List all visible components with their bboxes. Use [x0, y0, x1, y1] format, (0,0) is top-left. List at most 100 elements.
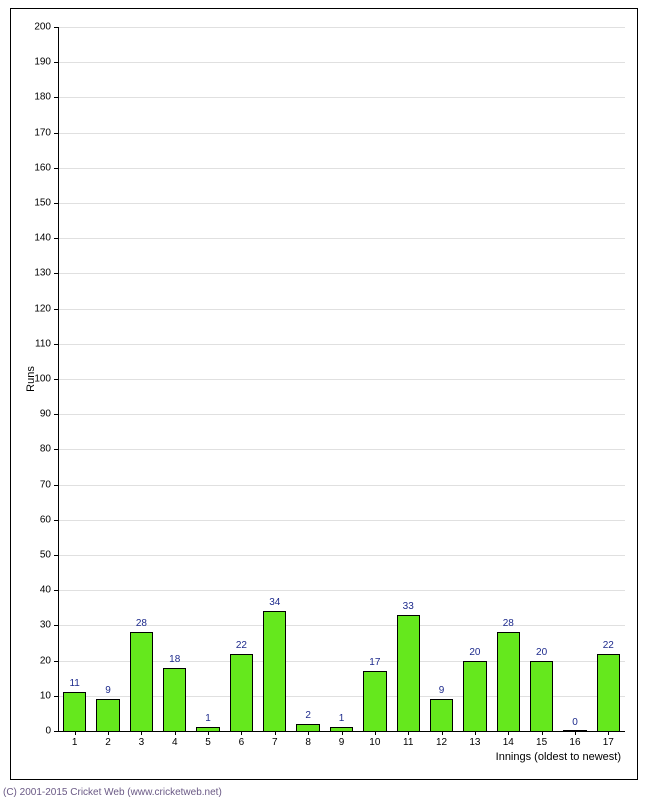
- y-tick-label: 110: [11, 338, 51, 349]
- bar: [130, 632, 153, 731]
- gridline: [58, 520, 625, 521]
- gridline: [58, 485, 625, 486]
- y-tick-label: 170: [11, 127, 51, 138]
- x-tick-mark: [275, 731, 276, 735]
- y-tick-label: 10: [11, 690, 51, 701]
- x-axis-title: Innings (oldest to newest): [496, 751, 621, 763]
- x-tick-label: 17: [603, 737, 614, 748]
- bar: [163, 668, 186, 731]
- y-tick-label: 120: [11, 303, 51, 314]
- bar: [497, 632, 520, 731]
- bar: [597, 654, 620, 731]
- x-tick-mark: [608, 731, 609, 735]
- gridline: [58, 344, 625, 345]
- y-axis-title: Runs: [25, 366, 37, 392]
- y-axis-line: [58, 27, 59, 731]
- bar-value-label: 22: [236, 640, 247, 651]
- x-tick-mark: [408, 731, 409, 735]
- x-tick-label: 16: [569, 737, 580, 748]
- x-tick-mark: [375, 731, 376, 735]
- y-tick-label: 70: [11, 479, 51, 490]
- bar-value-label: 0: [572, 717, 578, 728]
- bar: [230, 654, 253, 731]
- x-tick-label: 2: [105, 737, 111, 748]
- gridline: [58, 62, 625, 63]
- bar: [296, 724, 319, 731]
- gridline: [58, 203, 625, 204]
- x-tick-label: 1: [72, 737, 78, 748]
- bar-value-label: 9: [439, 685, 445, 696]
- y-tick-label: 0: [11, 726, 51, 737]
- gridline: [58, 309, 625, 310]
- x-tick-mark: [575, 731, 576, 735]
- bar: [96, 699, 119, 731]
- x-tick-label: 13: [469, 737, 480, 748]
- y-tick-label: 190: [11, 57, 51, 68]
- y-tick-label: 150: [11, 198, 51, 209]
- y-tick-label: 20: [11, 655, 51, 666]
- gridline: [58, 27, 625, 28]
- bar: [63, 692, 86, 731]
- gridline: [58, 449, 625, 450]
- x-tick-label: 3: [139, 737, 145, 748]
- gridline: [58, 379, 625, 380]
- bar-value-label: 1: [205, 713, 211, 724]
- gridline: [58, 238, 625, 239]
- bar: [263, 611, 286, 731]
- gridline: [58, 590, 625, 591]
- bar-value-label: 28: [503, 618, 514, 629]
- x-tick-mark: [175, 731, 176, 735]
- bar-value-label: 17: [369, 657, 380, 668]
- bar-value-label: 9: [105, 685, 111, 696]
- x-tick-mark: [342, 731, 343, 735]
- bar-value-label: 34: [269, 597, 280, 608]
- x-tick-mark: [141, 731, 142, 735]
- x-tick-label: 15: [536, 737, 547, 748]
- y-tick-label: 200: [11, 22, 51, 33]
- bar-value-label: 20: [469, 647, 480, 658]
- chart-frame: 1192818122342117339202820022010203040506…: [10, 8, 638, 780]
- x-tick-label: 8: [305, 737, 311, 748]
- x-tick-mark: [208, 731, 209, 735]
- x-tick-mark: [442, 731, 443, 735]
- x-tick-label: 7: [272, 737, 278, 748]
- bar: [530, 661, 553, 731]
- y-tick-label: 60: [11, 514, 51, 525]
- x-tick-label: 5: [205, 737, 211, 748]
- y-tick-label: 40: [11, 585, 51, 596]
- bar-value-label: 2: [305, 710, 311, 721]
- x-tick-label: 12: [436, 737, 447, 748]
- bar: [463, 661, 486, 731]
- y-tick-label: 130: [11, 268, 51, 279]
- x-tick-label: 14: [503, 737, 514, 748]
- bar-value-label: 33: [403, 601, 414, 612]
- y-tick-label: 180: [11, 92, 51, 103]
- y-tick-label: 30: [11, 620, 51, 631]
- x-tick-mark: [542, 731, 543, 735]
- gridline: [58, 273, 625, 274]
- x-tick-mark: [108, 731, 109, 735]
- x-tick-mark: [508, 731, 509, 735]
- bar-value-label: 11: [69, 678, 79, 689]
- bar: [430, 699, 453, 731]
- y-tick-label: 90: [11, 409, 51, 420]
- gridline: [58, 555, 625, 556]
- x-tick-mark: [475, 731, 476, 735]
- gridline: [58, 133, 625, 134]
- plot-area: 1192818122342117339202820022: [58, 27, 625, 731]
- bar-value-label: 18: [169, 654, 180, 665]
- x-tick-mark: [241, 731, 242, 735]
- copyright-text: (C) 2001-2015 Cricket Web (www.cricketwe…: [3, 787, 222, 798]
- bar-value-label: 22: [603, 640, 614, 651]
- y-tick-label: 80: [11, 444, 51, 455]
- x-tick-mark: [75, 731, 76, 735]
- bar-value-label: 28: [136, 618, 147, 629]
- bar: [363, 671, 386, 731]
- x-tick-label: 11: [403, 737, 413, 748]
- x-tick-label: 4: [172, 737, 178, 748]
- page: 1192818122342117339202820022010203040506…: [0, 0, 650, 800]
- x-tick-label: 6: [239, 737, 245, 748]
- gridline: [58, 414, 625, 415]
- bar-value-label: 20: [536, 647, 547, 658]
- x-tick-label: 9: [339, 737, 345, 748]
